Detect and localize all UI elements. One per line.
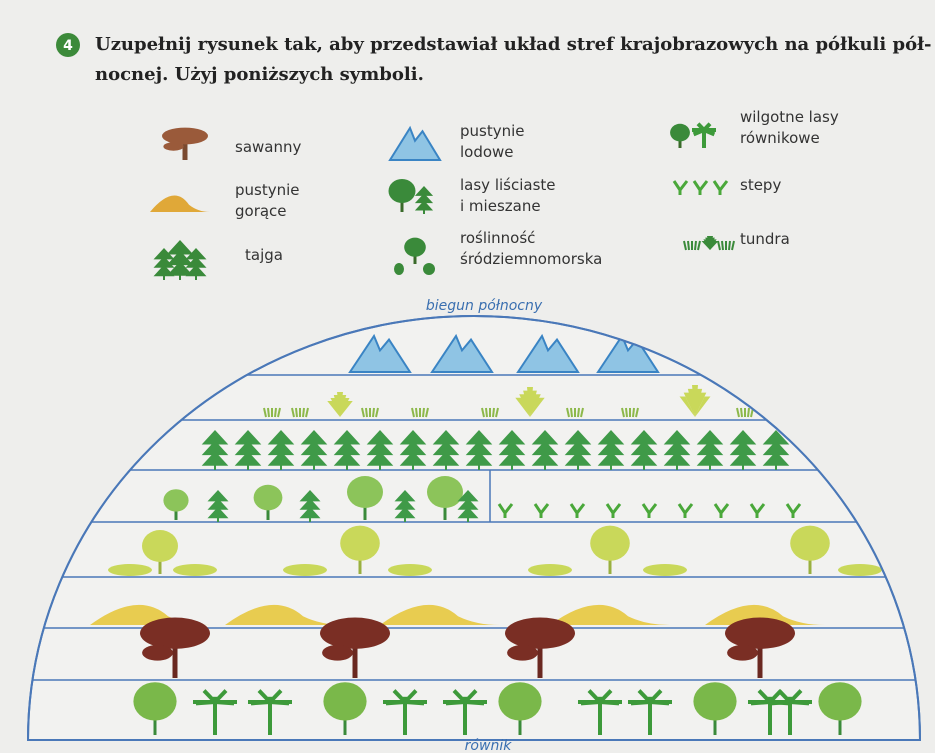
crown [427, 476, 463, 508]
shrub [528, 564, 572, 576]
grass [571, 408, 572, 417]
crown [590, 526, 630, 561]
legend-label: roślinność [460, 229, 535, 247]
legend-label: śródziemnomorska [460, 250, 602, 268]
grass [275, 408, 276, 417]
palm-leaf [631, 702, 650, 703]
grass [486, 408, 487, 417]
instruction: Uzupełnij rysunek tak, aby przedstawiał … [95, 34, 931, 55]
crown [727, 645, 758, 661]
crown [140, 618, 210, 649]
grass [268, 408, 269, 417]
legend-label: tundra [740, 230, 790, 248]
grass [423, 408, 424, 417]
instruction: nocnej. Użyj poniższych symboli. [95, 64, 424, 85]
crown [725, 618, 795, 649]
crown [323, 682, 366, 720]
shrub [388, 564, 432, 576]
legend-label: gorące [235, 202, 287, 220]
exercise-number: 4 [63, 38, 73, 54]
shrub [283, 564, 327, 576]
crown [322, 645, 353, 661]
crown [389, 179, 416, 203]
legend-label: wilgotne lasy [740, 108, 839, 126]
grass [748, 408, 749, 417]
legend-label: pustynie [460, 122, 525, 140]
crown [340, 526, 380, 561]
grass [729, 241, 730, 250]
crown [162, 128, 208, 145]
palm-leaf [751, 702, 770, 703]
crown [254, 485, 283, 511]
legend-label: lodowe [460, 143, 514, 161]
crown [507, 645, 538, 661]
palm-leaf [446, 702, 465, 703]
crown [163, 142, 183, 150]
crown [404, 238, 426, 257]
crown [347, 476, 383, 508]
shrub [108, 564, 152, 576]
crown [320, 618, 390, 649]
pole-label: biegun północny [426, 298, 543, 314]
palm-leaf [196, 702, 215, 703]
crown [163, 489, 188, 511]
grass [688, 241, 689, 250]
legend-label: i mieszane [460, 197, 541, 215]
grass [626, 408, 627, 417]
palm-leaf [251, 702, 270, 703]
palm-leaf [771, 702, 790, 703]
crown [133, 682, 176, 720]
legend-label: lasy liściaste [460, 176, 556, 194]
legend-label: stepy [740, 176, 781, 194]
shrub [838, 564, 882, 576]
grass [373, 408, 374, 417]
grass [296, 408, 297, 417]
palm-leaf [386, 702, 405, 703]
shrub [173, 564, 217, 576]
legend-label: tajga [245, 246, 283, 264]
equator-label: równik [465, 738, 513, 753]
crown [818, 682, 861, 720]
grass [303, 408, 304, 417]
legend-label: sawanny [235, 138, 301, 156]
grass [578, 408, 579, 417]
crown [142, 530, 178, 562]
crown [498, 682, 541, 720]
shrub [643, 564, 687, 576]
legend-label: pustynie [235, 181, 300, 199]
page: 4 Uzupełnij rysunek tak, aby przedstawia… [0, 0, 935, 753]
crown [142, 645, 173, 661]
crown [670, 124, 690, 142]
grass [416, 408, 417, 417]
crown [505, 618, 575, 649]
grass [493, 408, 494, 417]
grass [633, 408, 634, 417]
grass [722, 241, 723, 250]
grass [741, 408, 742, 417]
shrub [423, 263, 435, 275]
palm-leaf [581, 702, 600, 703]
crown [693, 682, 736, 720]
shrub [394, 263, 404, 275]
legend-label: równikowe [740, 129, 820, 147]
grass [366, 408, 367, 417]
crown [790, 526, 830, 561]
grass [695, 241, 696, 250]
